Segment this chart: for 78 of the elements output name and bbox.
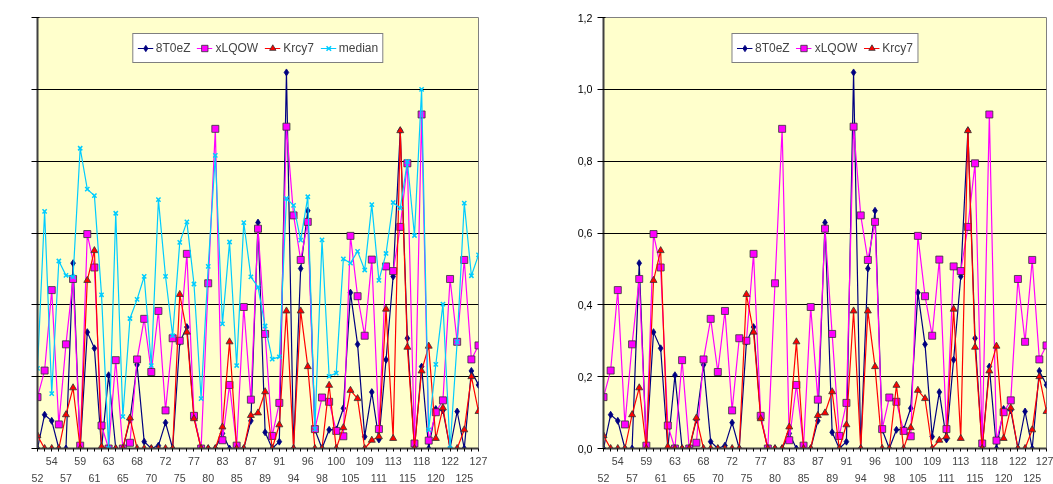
legend-label: xLQOW xyxy=(814,41,858,55)
x-tick-label: 118 xyxy=(413,454,431,467)
x-tick-label: 115 xyxy=(966,471,984,484)
x-tick-label: 111 xyxy=(938,471,955,484)
x-tick-label: 54 xyxy=(45,454,58,467)
x-tick-label: 54 xyxy=(611,454,624,467)
legend-label: 8T0eZ xyxy=(155,41,191,55)
x-tick-label: 59 xyxy=(74,454,87,467)
x-tick-label: 89 xyxy=(259,471,272,484)
y-tick-label: 0,6 xyxy=(577,227,593,239)
x-tick-label: 65 xyxy=(683,471,696,484)
x-tick-label: 91 xyxy=(273,454,286,467)
x-tick-label: 85 xyxy=(230,471,243,484)
x-tick-label: 120 xyxy=(994,471,1013,484)
legend-label: Krcy7 xyxy=(283,41,314,55)
x-tick-label: 125 xyxy=(455,471,474,484)
y-tick-label: 1,0 xyxy=(577,83,593,96)
x-tick-label: 105 xyxy=(909,471,927,484)
x-tick-label: 118 xyxy=(980,454,998,467)
x-tick-label: 125 xyxy=(1023,471,1042,484)
x-tick-label: 98 xyxy=(883,471,896,484)
x-tick-label: 61 xyxy=(654,471,667,484)
x-tick-label: 57 xyxy=(626,471,639,484)
x-tick-label: 122 xyxy=(1009,454,1027,467)
x-tick-label: 77 xyxy=(188,454,200,467)
x-tick-label: 52 xyxy=(31,471,44,484)
x-tick-label: 109 xyxy=(923,454,942,467)
x-tick-label: 87 xyxy=(244,454,257,467)
x-tick-label: 91 xyxy=(840,454,853,467)
x-tick-label: 61 xyxy=(88,471,101,484)
x-tick-label: 75 xyxy=(740,471,753,484)
x-tick-label: 83 xyxy=(783,454,796,467)
x-tick-label: 89 xyxy=(826,471,839,484)
x-tick-label: 52 xyxy=(597,471,610,484)
x-tick-label: 68 xyxy=(697,454,710,467)
legend-label: 8T0eZ xyxy=(754,41,790,55)
x-tick-label: 100 xyxy=(327,454,346,467)
x-tick-label: 100 xyxy=(894,454,913,467)
x-tick-label: 80 xyxy=(202,471,215,484)
x-tick-label: 85 xyxy=(797,471,810,484)
x-tick-label: 80 xyxy=(769,471,781,484)
x-tick-label: 109 xyxy=(355,454,374,467)
x-tick-label: 75 xyxy=(173,471,186,484)
x-tick-label: 94 xyxy=(854,471,867,484)
x-tick-label: 127 xyxy=(1035,454,1053,467)
x-tick-label: 70 xyxy=(145,471,158,484)
x-tick-label: 113 xyxy=(384,454,402,467)
x-tick-label: 72 xyxy=(726,454,739,467)
x-tick-label: 59 xyxy=(640,454,653,467)
x-tick-label: 63 xyxy=(669,454,681,467)
legend-label: xLQOW xyxy=(215,41,259,55)
x-tick-label: 127 xyxy=(469,454,488,467)
x-tick-label: 111 xyxy=(370,471,388,484)
x-tick-label: 122 xyxy=(441,454,460,467)
legend-label: median xyxy=(338,41,379,55)
x-tick-label: 115 xyxy=(398,471,416,484)
x-tick-label: 70 xyxy=(711,471,724,484)
y-tick-label: 0,8 xyxy=(577,155,593,168)
x-tick-label: 77 xyxy=(754,454,767,467)
x-tick-label: 94 xyxy=(287,471,300,484)
x-tick-label: 96 xyxy=(869,454,882,467)
y-tick-label: 1,2 xyxy=(577,11,593,24)
x-tick-label: 68 xyxy=(131,454,144,467)
y-tick-label: 0,2 xyxy=(577,370,593,383)
x-tick-label: 120 xyxy=(426,471,445,484)
x-tick-label: 87 xyxy=(811,454,824,467)
x-tick-label: 63 xyxy=(102,454,115,467)
x-tick-label: 113 xyxy=(952,454,970,467)
y-tick-label: 0,4 xyxy=(577,298,593,311)
x-tick-label: 83 xyxy=(216,454,229,467)
x-tick-label: 57 xyxy=(60,471,72,484)
x-tick-label: 96 xyxy=(301,454,314,467)
x-tick-label: 98 xyxy=(316,471,329,484)
x-tick-label: 105 xyxy=(341,471,360,484)
x-tick-label: 72 xyxy=(159,454,172,467)
y-tick-label: 0,0 xyxy=(577,442,593,455)
x-tick-label: 65 xyxy=(116,471,129,484)
legend-label: Krcy7 xyxy=(882,41,914,55)
